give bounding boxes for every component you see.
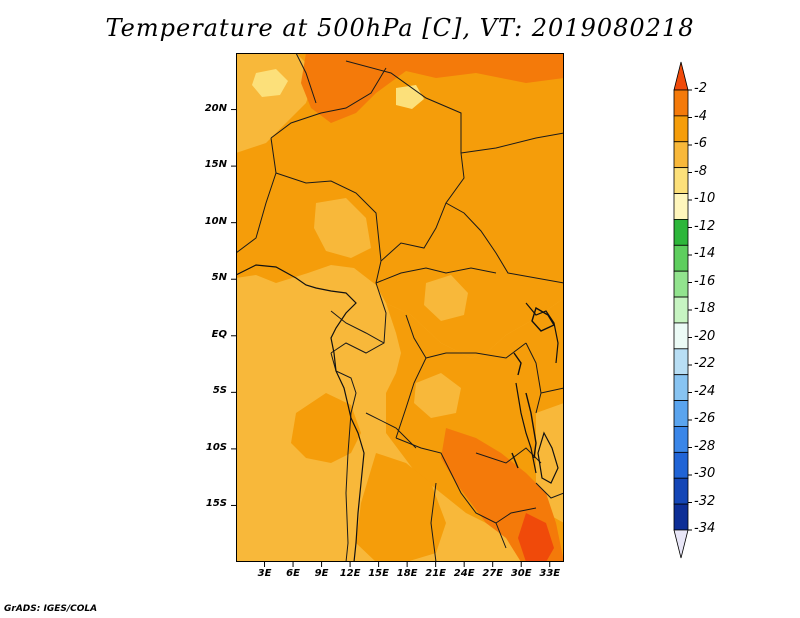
colorbar-swatch [673, 503, 689, 531]
colorbar-swatch [673, 477, 689, 505]
temperature-field-north [236, 53, 564, 358]
x-tick-label: 21E [425, 568, 447, 579]
colorbar-swatch [673, 167, 689, 194]
colorbar-label: -8 [694, 163, 707, 179]
x-tick-label: 12E [339, 568, 361, 579]
temperature-field-cool-patch-4 [414, 373, 461, 418]
colorbar-swatch [673, 426, 689, 453]
temperature-field-cool-patch-3 [424, 275, 468, 321]
map-border [236, 53, 564, 562]
colorbar-swatch [673, 296, 689, 324]
colorbar-swatch [673, 322, 689, 350]
y-tick-label: 10N [204, 215, 227, 227]
colorbar-label: -6 [694, 136, 707, 151]
x-tick-label: 3E [257, 568, 272, 579]
temperature-field-hot-core [518, 513, 554, 562]
temperature-field-south [356, 453, 446, 562]
colorbar-swatch [673, 193, 689, 220]
colorbar-label: -34 [694, 521, 716, 536]
colorbar-swatch [673, 244, 689, 272]
credit-label: GrADS: IGES/COLA [4, 604, 98, 614]
temperature-field-cool-patch-2 [314, 198, 371, 258]
colorbar-label: -32 [694, 493, 716, 509]
x-tick-label: 15E [368, 568, 389, 579]
x-tick-label: 6E [286, 568, 300, 579]
x-tick-label: 18E [396, 568, 418, 579]
colorbar-label: -12 [694, 218, 716, 234]
colorbar-label: -4 [694, 108, 707, 124]
colorbar-swatch [673, 115, 689, 143]
y-tick-label: 10S [205, 441, 227, 453]
map-panel [236, 53, 564, 562]
colorbar-swatch [673, 89, 689, 117]
colorbar-swatch [673, 374, 689, 401]
colorbar-swatch [673, 451, 689, 479]
x-tick-label: 27E [482, 568, 504, 579]
colorbar-label: -14 [694, 246, 716, 261]
colorbar-label: -2 [694, 81, 707, 96]
colorbar-swatch [673, 348, 689, 376]
y-tick-label: 5N [211, 272, 227, 284]
x-tick-label: 24E [453, 568, 475, 579]
x-tick-label: 9E [314, 568, 329, 579]
colorbar-swatch [673, 219, 689, 246]
y-tick-label: 15N [204, 159, 227, 171]
colorbar-swatch [673, 400, 689, 427]
colorbar-label: -28 [694, 438, 716, 454]
colorbar-label: -16 [694, 273, 716, 289]
y-tick-label: 5S [212, 385, 227, 397]
colorbar-swatch [673, 141, 689, 169]
colorbar-top-arrow [673, 61, 689, 91]
y-tick-label: EQ [211, 328, 227, 340]
colorbar-label: -20 [694, 328, 716, 344]
map-title: Temperature at 500hPa [C], VT: 201908021… [105, 14, 695, 42]
x-tick-label: 33E [539, 568, 561, 579]
colorbar-label: -10 [694, 191, 716, 206]
temperature-field-pale-spot-1 [252, 69, 288, 97]
colorbar-bottom-arrow [673, 529, 689, 559]
lakes [511, 306, 556, 469]
x-tick-label: 30E [510, 568, 532, 579]
y-tick-label: 20N [204, 102, 227, 114]
temperature-field-hot-north [301, 53, 564, 123]
temperature-field-southwest [291, 393, 361, 463]
colorbar-label: -22 [694, 356, 716, 371]
colorbar-label: -26 [694, 411, 716, 426]
colorbar-swatch [673, 270, 689, 298]
y-tick-label: 15S [205, 498, 227, 510]
map-canvas [236, 53, 564, 562]
country-borders [236, 53, 564, 562]
colorbar-label: -24 [694, 383, 716, 399]
colorbar-label: -30 [694, 466, 716, 481]
colorbar-label: -18 [694, 301, 716, 316]
